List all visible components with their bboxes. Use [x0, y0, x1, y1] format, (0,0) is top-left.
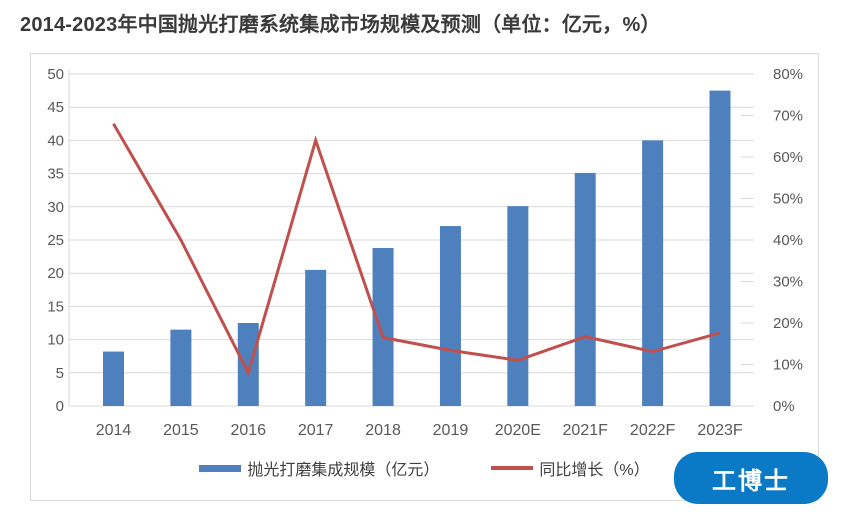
- right-axis-tick-label: 20%: [773, 315, 803, 332]
- x-axis-label: 2016: [230, 422, 266, 439]
- bar: [372, 247, 394, 406]
- line-series-swatch-icon: [491, 466, 534, 470]
- x-axis-label: 2022F: [630, 422, 676, 439]
- growth-line: [112, 123, 721, 377]
- x-axis-label: 2017: [298, 422, 334, 439]
- right-axis-tick-label: 0%: [773, 398, 795, 415]
- bar: [709, 90, 731, 406]
- bar: [170, 329, 192, 406]
- gongboshi-logo-badge: 工博士: [674, 452, 828, 504]
- legend-item-line-series: 同比增长（%）: [491, 456, 650, 480]
- right-axis-tick-label: 80%: [773, 66, 803, 83]
- left-axis-tick-label: 5: [56, 365, 64, 382]
- bar: [507, 206, 529, 406]
- right-axis-tick-label: 10%: [773, 357, 803, 374]
- right-axis-tick-label: 50%: [773, 191, 803, 208]
- left-axis-tick-label: 35: [47, 166, 64, 183]
- bar-series-label: 抛光打磨集成规模（亿元）: [247, 462, 440, 479]
- bar: [237, 323, 259, 406]
- left-axis-tick-label: 10: [47, 332, 64, 349]
- x-axis-label: 2019: [433, 422, 469, 439]
- bar: [439, 226, 461, 406]
- left-axis-tick-label: 45: [47, 99, 64, 116]
- bar-series-swatch-icon: [199, 464, 242, 472]
- left-axis-tick-label: 50: [47, 66, 64, 83]
- line-series-label: 同比增长（%）: [539, 462, 650, 479]
- bar: [102, 351, 124, 406]
- left-axis-tick-label: 15: [47, 298, 64, 315]
- left-axis-tick-label: 40: [47, 132, 64, 149]
- x-axis-label: 2021F: [563, 422, 609, 439]
- right-axis-tick-label: 30%: [773, 274, 803, 291]
- left-axis-tick-label: 0: [56, 398, 64, 415]
- x-axis-label: 2015: [163, 422, 199, 439]
- page-title: 2014-2023年中国抛光打磨系统集成市场规模及预测（单位：亿元，%）: [20, 14, 661, 36]
- left-axis-tick-label: 25: [47, 232, 64, 249]
- market-chart: 0 5 10 15 20 25 30 35 40 45 50 0% 10% 20% 30% 40% 50% 60%…: [47, 66, 803, 439]
- x-axis-label: 2023F: [697, 422, 743, 439]
- x-axis-label: 2014: [96, 422, 132, 439]
- bar: [574, 172, 596, 406]
- right-axis-tick-label: 60%: [773, 149, 803, 166]
- chart-legend: 抛光打磨集成规模（亿元） 同比增长（%）: [31, 456, 818, 480]
- chart-panel: 0 5 10 15 20 25 30 35 40 45 50 0% 10% 20% 30% 40% 50% 60%…: [30, 53, 819, 501]
- bar: [642, 140, 664, 406]
- left-axis-tick-label: 30: [47, 199, 64, 216]
- x-axis-label: 2020E: [495, 422, 541, 439]
- left-axis-tick-label: 20: [47, 265, 64, 282]
- x-axis-label: 2018: [365, 422, 401, 439]
- legend-item-bar-series: 抛光打磨集成规模（亿元）: [199, 456, 439, 480]
- right-axis-tick-label: 40%: [773, 232, 803, 249]
- right-axis-tick-label: 70%: [773, 108, 803, 125]
- bar: [305, 269, 327, 406]
